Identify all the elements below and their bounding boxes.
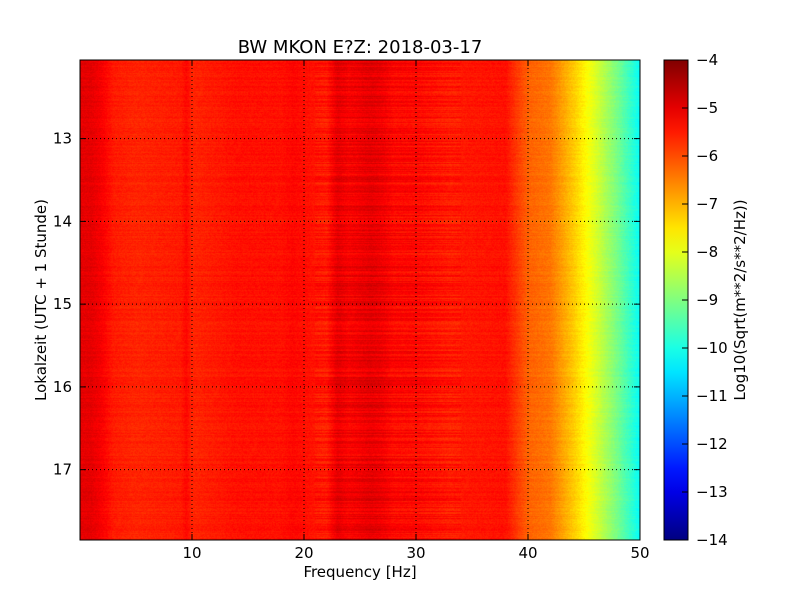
x-tick-label: 20 (294, 544, 313, 562)
colorbar: −4 −5 −6 −7 −8 −9 −10 −11 −12 −13 −14 (663, 51, 728, 549)
heatmap (80, 60, 640, 540)
colorbar-tick-label: −12 (696, 435, 728, 453)
x-axis: 10 20 30 40 50 (182, 60, 650, 562)
colorbar-tick-label: −7 (696, 195, 718, 213)
colorbar-tick-label: −8 (696, 243, 718, 261)
colorbar-tick-label: −9 (696, 291, 718, 309)
x-tick-label: 10 (182, 544, 201, 562)
plot-frame (79, 59, 641, 541)
y-axis-label: Lokalzeit (UTC + 1 Stunde) (32, 199, 50, 401)
chart-title: BW MKON E?Z: 2018-03-17 (238, 37, 483, 58)
colorbar-tick-label: −11 (696, 387, 728, 405)
x-tick-label: 40 (518, 544, 537, 562)
y-tick-label: 14 (53, 212, 72, 230)
x-tick-label: 50 (630, 544, 649, 562)
y-tick-label: 17 (53, 461, 72, 479)
y-tick-label: 13 (53, 130, 72, 148)
grid (80, 60, 640, 540)
colorbar-tick-label: −5 (696, 99, 718, 117)
y-tick-label: 16 (53, 378, 72, 396)
colorbar-tick-label: −4 (696, 51, 718, 69)
colorbar-tick-label: −13 (696, 483, 728, 501)
colorbar-tick-label: −10 (696, 339, 728, 357)
colorbar-tick-label: −14 (696, 531, 728, 549)
heatmap-image (80, 60, 640, 540)
x-axis-label: Frequency [Hz] (303, 563, 416, 581)
y-axis: 13 14 15 16 17 (53, 130, 640, 479)
colorbar-tick-label: −6 (696, 147, 718, 165)
x-tick-label: 30 (406, 544, 425, 562)
y-tick-label: 15 (53, 295, 72, 313)
colorbar-label: Log10(Sqrt(m**2/s**2/Hz)) (731, 199, 749, 400)
